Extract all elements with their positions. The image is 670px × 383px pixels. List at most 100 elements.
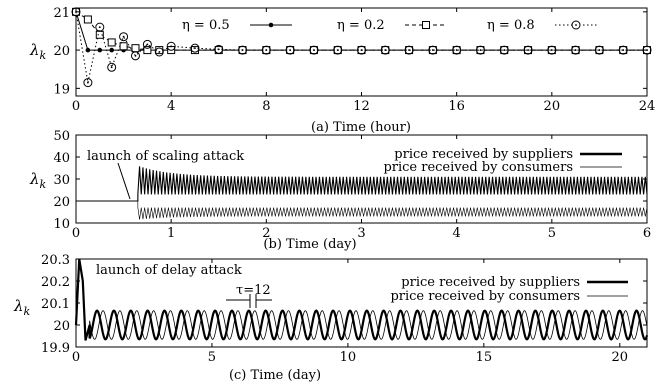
panel-a-point (333, 45, 343, 55)
panel-a-x-tick-label: 0 (72, 99, 80, 114)
panel-a-point (285, 45, 295, 55)
panel-a-point (618, 45, 628, 55)
panel-c-y-tick-label: 20.1 (41, 297, 70, 312)
panel-a-point (571, 45, 581, 55)
panel-a-point (380, 45, 390, 55)
panel-a-point (166, 41, 176, 51)
panel-b-caption: (b) Time (day) (263, 237, 356, 252)
panel-a-point (85, 47, 91, 53)
panel-a-point (238, 45, 248, 55)
panel-a-point-center (170, 45, 173, 48)
panel-a-point-center (86, 81, 89, 84)
panel-a-point-center (503, 49, 506, 51)
panel-a-y-tick-label: 19 (53, 82, 70, 97)
panel-a-point (594, 45, 604, 55)
panel-b-x-tick-label: 1 (167, 226, 175, 241)
panel-a-point-center (431, 49, 434, 51)
panel-a-x-tick-label: 8 (262, 99, 270, 114)
panel-a-series-line (75, 11, 647, 51)
panel-c-y-tick-label: 20 (53, 319, 70, 334)
panel-a-x-ticks: 0 4 8 12 16 20 24 (72, 8, 655, 114)
panel-a-point-center (134, 54, 137, 57)
panel-a-point-center (110, 66, 113, 69)
panel-b-y-label: λk (29, 170, 47, 191)
panel-b-y-tick-label: 10 (53, 217, 70, 232)
panel-a-point (107, 38, 116, 47)
panel-a-point-center (574, 49, 577, 51)
panel-c-plot-area (74, 258, 649, 341)
panel-b-x-tick-label: 4 (453, 226, 461, 241)
panel-a-point-center (122, 35, 125, 38)
panel-c-series-consumers (75, 258, 648, 341)
panel-a-point (428, 45, 438, 55)
panel-a-point-center (217, 48, 220, 51)
panel-b-series-suppliers (76, 166, 648, 202)
panel-a-point-center (622, 49, 625, 51)
panel-a-point-center (289, 49, 292, 51)
panel-c-series-suppliers (74, 258, 649, 341)
panel-a-point-center (384, 49, 387, 51)
panel-c-y-tick-label: 20.2 (41, 275, 70, 290)
panel-a-y-tick-label: 20 (53, 44, 70, 59)
panel-a-point-center (598, 49, 601, 51)
panel-c-legend-label: price received by consumers (390, 289, 580, 304)
panel-a-point-center (408, 49, 410, 51)
panel-a-point (119, 42, 128, 51)
panel-a-point-center (146, 43, 149, 46)
panel-a-point (109, 47, 114, 53)
panel-a-point (83, 15, 92, 24)
panel-c-x-tick-label: 10 (340, 350, 357, 365)
panel-a-point (154, 47, 164, 57)
panel-a-x-tick-label: 4 (167, 99, 175, 114)
panel-a-legend-marker (268, 22, 274, 28)
panel-c-y-tick-label: 20.3 (41, 253, 70, 268)
panel-b-legend-label: price received by consumers (383, 160, 573, 175)
panel-c-annotation: launch of delay attack (96, 263, 242, 278)
panel-c-x-tick-label: 15 (476, 350, 493, 365)
panel-a-point (107, 62, 117, 72)
panel-a-point-center (479, 49, 482, 51)
panel-a-point (190, 43, 200, 53)
panel-b-legend-label: price received by suppliers (394, 147, 573, 162)
panel-a-point (547, 45, 557, 55)
panel-a-point (309, 45, 319, 55)
panel-a-point (261, 45, 271, 55)
panel-a-point-center (265, 49, 268, 51)
panel-a-legend-label: η = 0.8 (487, 18, 535, 33)
panel-b-y-tick-label: 30 (53, 173, 70, 188)
panel-b: 0 1 2 3 4 5 6 10 20 30 40 50 λk (b) Time (day) pri… (29, 129, 651, 252)
panel-a-point-center (360, 49, 363, 51)
panel-b-x-tick-label: 5 (548, 226, 556, 241)
panel-a-point (97, 47, 103, 53)
panel-a-point-center (336, 49, 339, 51)
panel-a-legend: η = 0.5 η = 0.2 η = 0.8 (182, 18, 597, 33)
panel-a-x-tick-label: 16 (448, 99, 465, 114)
panel-b-x-tick-label: 6 (643, 226, 651, 241)
panel-a-point-center (550, 49, 553, 51)
panel-a: 0 4 8 12 16 20 24 19 20 21 λk (a) Time (hour) η … (29, 6, 655, 135)
panel-a-legend-marker (422, 21, 430, 29)
panel-a-x-tick-label: 24 (639, 99, 656, 114)
panel-c-legend-label: price received by suppliers (401, 275, 580, 290)
panel-b-x-tick-label: 3 (357, 226, 365, 241)
panel-b-x-ticks: 0 1 2 3 4 5 6 (72, 135, 651, 241)
panel-c-caption: (c) Time (day) (229, 368, 321, 383)
panel-b-annotation-arrow (117, 162, 131, 200)
panel-a-legend-label: η = 0.2 (337, 18, 385, 33)
panel-b-y-tick-label: 40 (53, 151, 70, 166)
panel-a-point (131, 44, 140, 53)
panel-c-x-tick-label: 0 (72, 350, 80, 365)
panel-b-x-tick-label: 0 (72, 226, 80, 241)
panel-c-x-tick-label: 5 (208, 350, 216, 365)
panel-a-legend-marker-center (575, 24, 577, 26)
panel-a-point (130, 51, 140, 61)
panel-a-point-center (98, 26, 101, 29)
panel-a-point (475, 45, 485, 55)
panel-c-y-label: λk (13, 297, 31, 318)
panel-b-y-tick-label: 50 (53, 129, 70, 144)
panel-c-tau-label: τ=12 (236, 283, 271, 298)
panel-a-point (214, 44, 224, 54)
panel-c-y-ticks: 19.9 20 20.1 20.2 20.3 (41, 253, 647, 356)
